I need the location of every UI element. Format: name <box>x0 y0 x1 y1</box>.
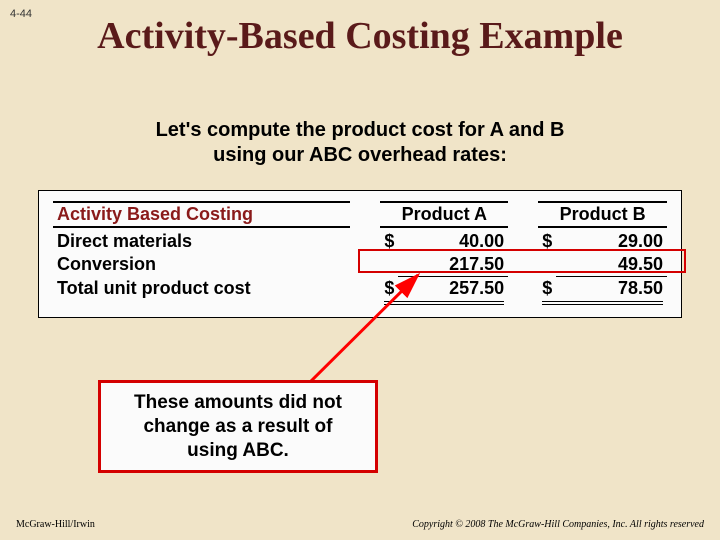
table-row: Total unit product cost $ 257.50 $ 78.50 <box>53 277 667 301</box>
row-label: Direct materials <box>53 230 350 253</box>
cell-a-dollar: $ <box>380 230 398 253</box>
table-row: Conversion 217.50 49.50 <box>53 253 667 277</box>
callout-box: These amounts did not change as a result… <box>98 380 378 473</box>
double-underline <box>384 301 504 302</box>
page-number: 4-44 <box>10 8 32 20</box>
cell-a-value: 40.00 <box>398 230 508 253</box>
cell-b-value: 49.50 <box>556 253 667 277</box>
cell-b-dollar: $ <box>538 277 556 301</box>
cell-a-dollar <box>380 253 398 277</box>
cell-b-dollar: $ <box>538 230 556 253</box>
callout-line1: These amounts did not <box>134 392 342 413</box>
cell-b-value: 29.00 <box>556 230 667 253</box>
slide-title: Activity-Based Costing Example <box>0 0 720 58</box>
double-underline <box>542 301 663 302</box>
costing-table-container: Activity Based Costing Product A Product… <box>38 190 682 318</box>
row-label: Conversion <box>53 253 350 277</box>
row-label: Total unit product cost <box>53 277 350 301</box>
cell-b-dollar <box>538 253 556 277</box>
footer-left: McGraw-Hill/Irwin <box>16 519 95 530</box>
slide-subtitle: Let's compute the product cost for A and… <box>0 118 720 168</box>
subtitle-line2: using our ABC overhead rates: <box>213 144 507 166</box>
table-row: Direct materials $ 40.00 $ 29.00 <box>53 230 667 253</box>
footer-right: Copyright © 2008 The McGraw-Hill Compani… <box>412 519 704 530</box>
cell-b-value: 78.50 <box>556 277 667 301</box>
callout-line3: using ABC. <box>187 440 289 461</box>
table-col-a-header: Product A <box>380 202 508 227</box>
costing-table: Activity Based Costing Product A Product… <box>53 201 667 303</box>
subtitle-line1: Let's compute the product cost for A and… <box>156 119 565 141</box>
cell-a-dollar: $ <box>380 277 398 301</box>
callout-line2: change as a result of <box>143 416 332 437</box>
table-header-label: Activity Based Costing <box>53 202 350 227</box>
table-col-b-header: Product B <box>538 202 667 227</box>
cell-a-value: 217.50 <box>398 253 508 277</box>
cell-a-value: 257.50 <box>398 277 508 301</box>
